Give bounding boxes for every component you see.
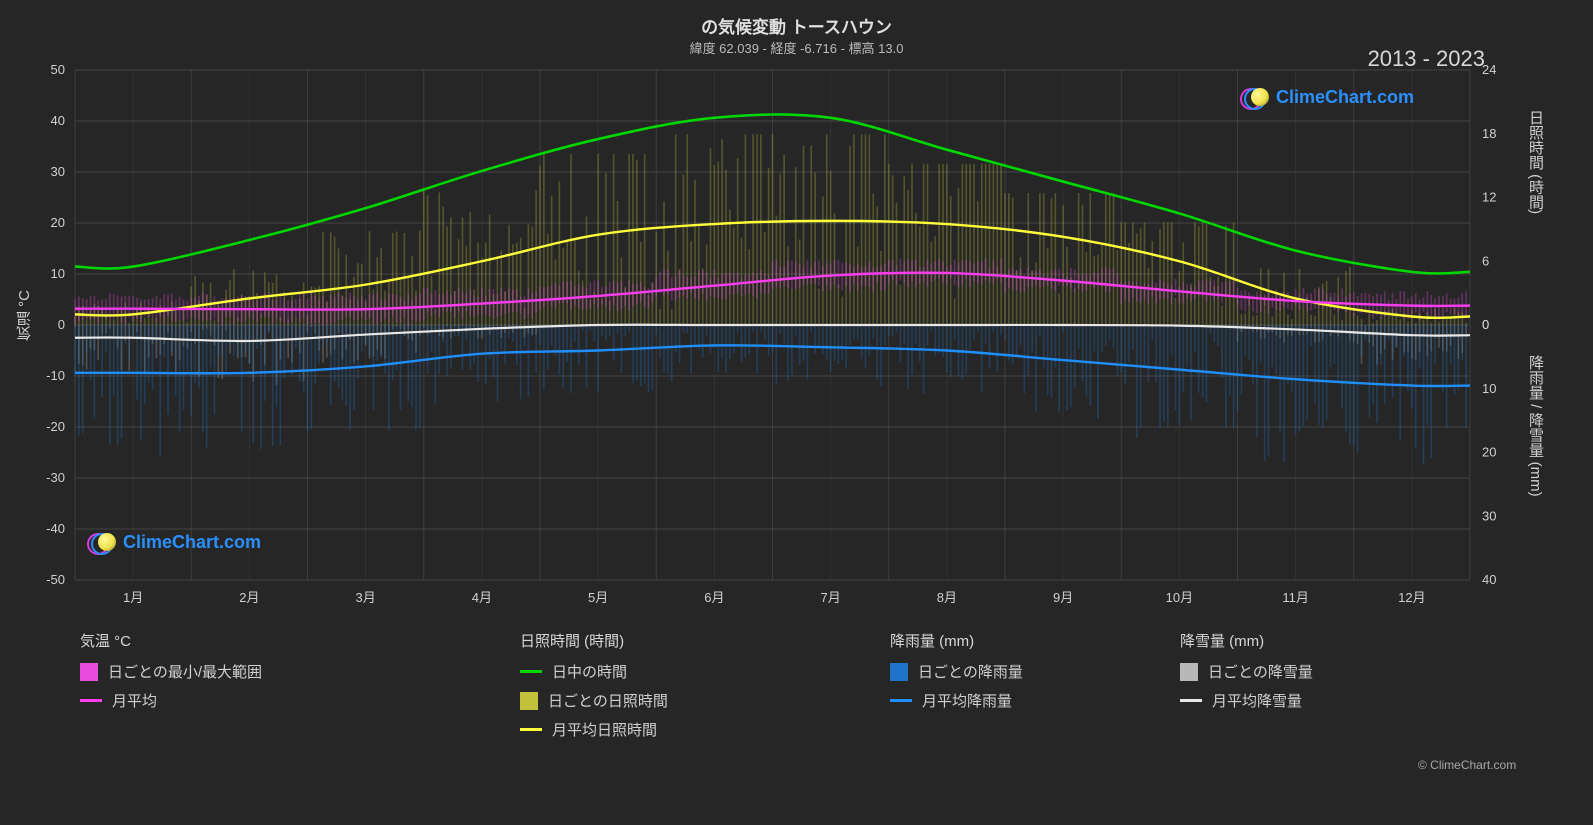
legend-swatch-line bbox=[520, 728, 542, 731]
climechart-logo: ClimeChart.com bbox=[87, 530, 261, 554]
svg-text:-40: -40 bbox=[46, 521, 65, 536]
legend-heading: 降雪量 (mm) bbox=[1180, 630, 1313, 651]
legend-heading: 気温 °C bbox=[80, 630, 262, 651]
legend-swatch-block bbox=[1180, 663, 1198, 681]
svg-text:5月: 5月 bbox=[588, 590, 608, 605]
svg-text:10月: 10月 bbox=[1166, 590, 1193, 605]
climechart-logo-text: ClimeChart.com bbox=[1276, 87, 1414, 108]
left-axis-title: 気温 °C bbox=[14, 290, 35, 341]
right-axis-title-daylight: 日照時間 (時間) bbox=[1525, 110, 1546, 214]
legend-item: 日ごとの降雪量 bbox=[1180, 661, 1313, 682]
svg-text:40: 40 bbox=[1482, 572, 1496, 587]
legend-swatch-block bbox=[80, 663, 98, 681]
svg-text:-30: -30 bbox=[46, 470, 65, 485]
legend-swatch-line bbox=[520, 670, 542, 673]
svg-text:4月: 4月 bbox=[472, 590, 492, 605]
credit-label: © ClimeChart.com bbox=[1418, 758, 1516, 772]
svg-text:-50: -50 bbox=[46, 572, 65, 587]
svg-text:-10: -10 bbox=[46, 368, 65, 383]
legend-item: 月平均 bbox=[80, 690, 262, 711]
legend-swatch-block bbox=[890, 663, 908, 681]
legend-item: 日中の時間 bbox=[520, 661, 668, 682]
svg-text:24: 24 bbox=[1482, 62, 1496, 77]
legend-item: 月平均降雪量 bbox=[1180, 690, 1313, 711]
svg-text:30: 30 bbox=[51, 164, 65, 179]
legend-label: 日ごとの最小/最大範囲 bbox=[108, 661, 262, 682]
legend-label: 日ごとの降雨量 bbox=[918, 661, 1023, 682]
legend-section: 日照時間 (時間) 日中の時間日ごとの日照時間月平均日照時間 bbox=[520, 630, 668, 748]
legend-label: 月平均降雪量 bbox=[1212, 690, 1302, 711]
climechart-logo: ClimeChart.com bbox=[1240, 85, 1414, 109]
legend-swatch-block bbox=[520, 692, 538, 710]
svg-text:11月: 11月 bbox=[1282, 590, 1309, 605]
svg-text:-20: -20 bbox=[46, 419, 65, 434]
legend-item: 日ごとの最小/最大範囲 bbox=[80, 661, 262, 682]
legend-label: 月平均日照時間 bbox=[552, 719, 657, 740]
svg-text:7月: 7月 bbox=[821, 590, 841, 605]
legend-swatch-line bbox=[1180, 699, 1202, 702]
legend-section: 気温 °C 日ごとの最小/最大範囲月平均 bbox=[80, 630, 262, 719]
legend-item: 日ごとの日照時間 bbox=[520, 690, 668, 711]
svg-text:6: 6 bbox=[1482, 253, 1489, 268]
climechart-logo-text: ClimeChart.com bbox=[123, 532, 261, 553]
legend-section: 降雪量 (mm) 日ごとの降雪量月平均降雪量 bbox=[1180, 630, 1313, 719]
svg-text:6月: 6月 bbox=[704, 590, 724, 605]
legend-label: 月平均降雨量 bbox=[922, 690, 1012, 711]
right-axis-title-precip: 降雨量 / 降雪量 (mm) bbox=[1525, 355, 1546, 497]
svg-text:8月: 8月 bbox=[937, 590, 957, 605]
svg-text:10: 10 bbox=[1482, 381, 1496, 396]
svg-text:20: 20 bbox=[51, 215, 65, 230]
svg-text:30: 30 bbox=[1482, 508, 1496, 523]
svg-text:20: 20 bbox=[1482, 445, 1496, 460]
svg-text:12: 12 bbox=[1482, 190, 1496, 205]
svg-text:10: 10 bbox=[51, 266, 65, 281]
legend-label: 日ごとの降雪量 bbox=[1208, 661, 1313, 682]
svg-text:9月: 9月 bbox=[1053, 590, 1073, 605]
svg-text:1月: 1月 bbox=[123, 590, 143, 605]
legend-item: 月平均日照時間 bbox=[520, 719, 668, 740]
svg-text:18: 18 bbox=[1482, 126, 1496, 141]
climechart-logo-icon bbox=[1240, 85, 1270, 109]
legend-heading: 降雨量 (mm) bbox=[890, 630, 1023, 651]
svg-text:3月: 3月 bbox=[356, 590, 376, 605]
legend-item: 月平均降雨量 bbox=[890, 690, 1023, 711]
climechart-logo-icon bbox=[87, 530, 117, 554]
legend-heading: 日照時間 (時間) bbox=[520, 630, 668, 651]
svg-text:40: 40 bbox=[51, 113, 65, 128]
svg-text:50: 50 bbox=[51, 62, 65, 77]
svg-text:0: 0 bbox=[1482, 317, 1489, 332]
legend-section: 降雨量 (mm) 日ごとの降雨量月平均降雨量 bbox=[890, 630, 1023, 719]
legend-swatch-line bbox=[890, 699, 912, 702]
svg-text:0: 0 bbox=[58, 317, 65, 332]
legend-label: 月平均 bbox=[112, 690, 157, 711]
svg-text:2月: 2月 bbox=[239, 590, 259, 605]
legend-label: 日ごとの日照時間 bbox=[548, 690, 668, 711]
legend-item: 日ごとの降雨量 bbox=[890, 661, 1023, 682]
legend-label: 日中の時間 bbox=[552, 661, 627, 682]
chart-container: { "title": "の気候変動 トースハウン", "subtitle": "… bbox=[0, 0, 1593, 825]
legend-swatch-line bbox=[80, 699, 102, 702]
svg-text:12月: 12月 bbox=[1398, 590, 1425, 605]
